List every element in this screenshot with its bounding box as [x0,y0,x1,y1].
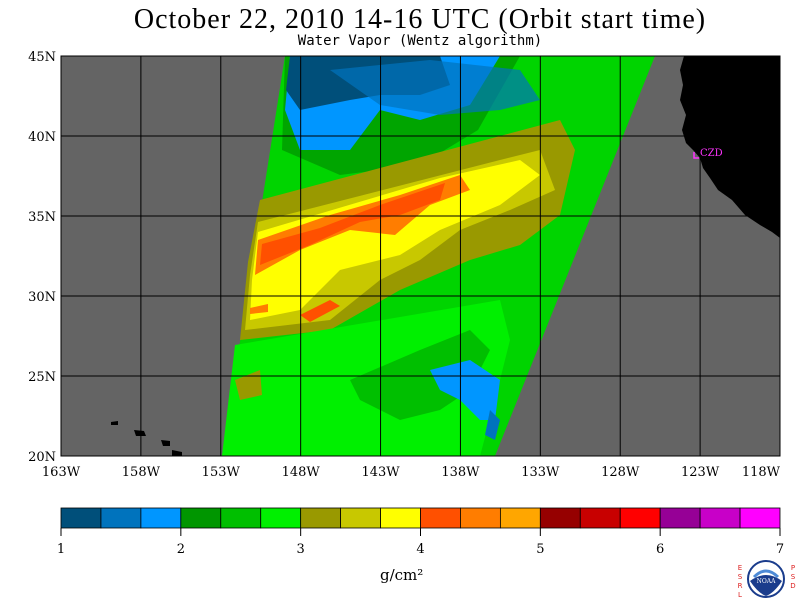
colorbar-segment [699,507,741,529]
longitude-label: 138W [441,465,480,480]
hawaii-island-3 [161,440,170,446]
map-title: October 22, 2010 14-16 UTC (Orbit start … [133,4,707,35]
longitude-label: 118W [742,465,781,480]
longitude-label: 133W [521,465,560,480]
colorbar-unit-label: g/cm² [380,566,424,584]
california-coast [680,56,780,238]
colorbar-segment [140,507,182,529]
map-frame [60,55,781,457]
colorbar-segment [619,507,661,529]
svg-text:NOAA: NOAA [757,578,777,585]
colorbar-segment [539,507,581,529]
longitude-label: 158W [122,465,161,480]
colorbar-tick-label: 2 [177,542,185,557]
map-plot-area: CZD [60,55,781,457]
colorbar-segment [420,507,461,529]
latitude-labels: 45N 40N 35N 30N 25N 20N [28,50,56,465]
longitude-label: 123W [681,465,720,480]
longitude-label: 128W [601,465,640,480]
colorbar-segment [380,507,421,529]
colorbar-tick-label: 6 [656,542,664,557]
hawaii-island-4 [172,450,182,456]
colorbar [60,507,781,529]
longitude-label: 148W [282,465,321,480]
latitude-label: 25N [28,370,56,385]
colorbar-segment [460,507,501,529]
colorbar-segment [340,507,381,529]
colorbar-segment [499,507,541,529]
hawaii-island-2 [134,430,146,436]
colorbar-segment [579,507,621,529]
colorbar-segment [659,507,701,529]
longitude-label: 153W [202,465,241,480]
longitude-label: 143W [361,465,400,480]
colorbar-tick-labels: 1 2 3 4 5 6 7 [57,528,784,557]
colorbar-segment [60,507,102,529]
latitude-label: 20N [28,450,56,465]
longitude-labels: 163W 158W 153W 148W 143W 138W 133W 128W 123W 118W [42,465,781,480]
colorbar-segment [220,507,262,529]
noaa-emblem-icon: NOAA [747,560,785,598]
colorbar-tick-label: 5 [536,542,544,557]
colorbar-segment [180,507,222,529]
colorbar-tick-label: 7 [776,542,784,557]
station-marker-czd: CZD [693,148,723,159]
colorbar-segment [300,507,342,529]
station-label: CZD [700,148,723,159]
satellite-swath [222,56,655,456]
latitude-label: 35N [28,210,56,225]
latitude-label: 30N [28,290,56,305]
colorbar-segment [260,507,302,529]
latitude-label: 40N [28,130,56,145]
hawaii-islands [111,421,118,425]
colorbar-tick-label: 3 [297,542,305,557]
longitude-label: 163W [42,465,81,480]
colorbar-segment [100,507,142,529]
colorbar-segment [739,507,781,529]
colorbar-tick-label: 1 [57,542,65,557]
latitude-label: 45N [28,50,56,65]
colorbar-tick-label: 4 [416,542,424,557]
map-subtitle: Water Vapor (Wentz algorithm) [297,33,543,49]
